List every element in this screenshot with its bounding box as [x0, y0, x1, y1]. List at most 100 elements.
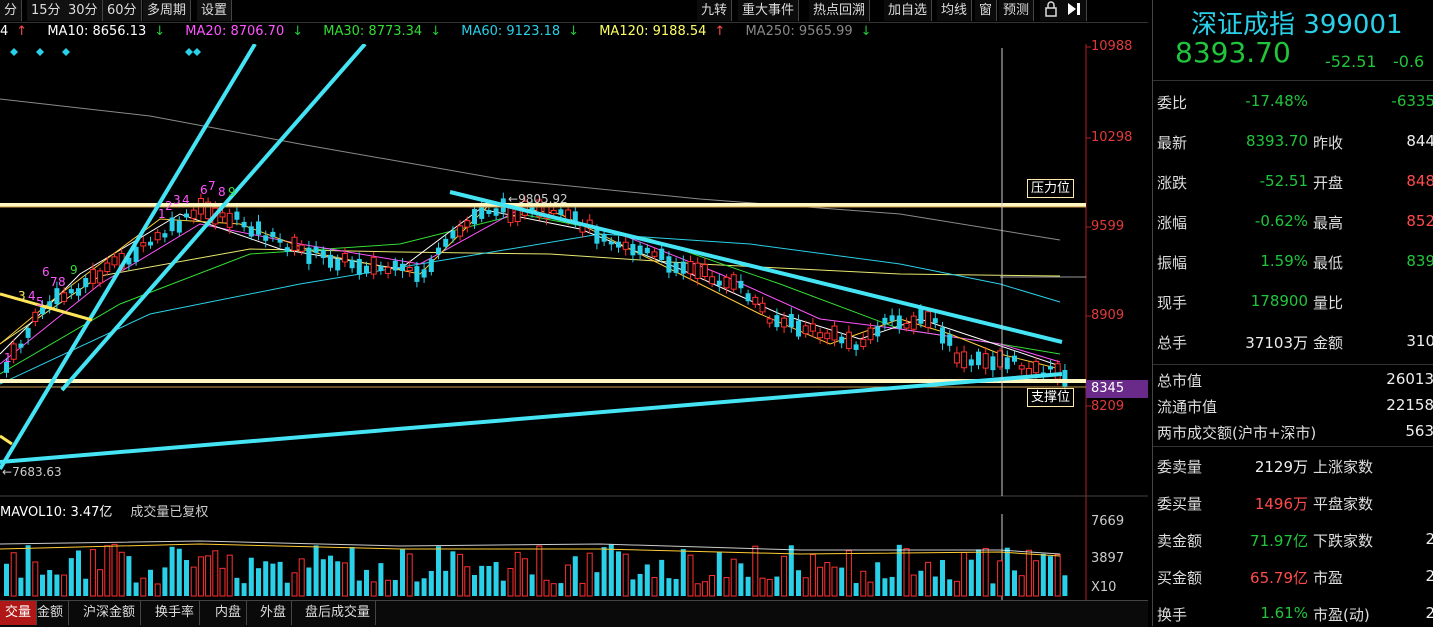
- quote-row: 卖金额 71.97亿 下跌家数 2: [1153, 524, 1433, 552]
- multi-period-button[interactable]: 多周期: [143, 0, 192, 21]
- svg-text:6: 6: [42, 265, 50, 279]
- period-tab-15min[interactable]: 15分: [27, 0, 66, 21]
- quote-row: 总手 37103万 金额 310: [1153, 326, 1433, 354]
- svg-text:9: 9: [228, 185, 236, 199]
- ma30-value: MA30: 8773.34 ↓: [323, 24, 442, 39]
- svg-text:6: 6: [200, 183, 208, 197]
- quote-label: 最新: [1157, 134, 1188, 152]
- volume-header: MAVOL10: 3.47亿 成交量已复权: [0, 505, 209, 520]
- price-axis-label: 8909: [1091, 308, 1125, 323]
- quote-label: 现手: [1157, 294, 1188, 312]
- ma-button[interactable]: 均线: [937, 0, 973, 21]
- quote-value: -52.51: [1259, 172, 1308, 190]
- quote-label: 换手: [1157, 606, 1188, 624]
- event-markers: [10, 48, 201, 56]
- change-percent: -0.6: [1393, 52, 1425, 71]
- quote-value: 1496万: [1254, 495, 1308, 513]
- period-tab-partial[interactable]: 分: [0, 0, 23, 21]
- tab-amount[interactable]: 金额: [32, 601, 70, 625]
- quote-value: 844: [1406, 132, 1433, 150]
- quote-label: 昨收: [1313, 134, 1344, 152]
- quote-row: 委比 -17.48% -6335: [1153, 86, 1433, 114]
- svg-text:7: 7: [208, 179, 216, 193]
- quote-label: 委比: [1157, 94, 1188, 112]
- svg-text:4: 4: [28, 289, 36, 303]
- quote-value: 2129万: [1254, 458, 1308, 476]
- window-button[interactable]: 窗: [975, 0, 998, 21]
- quote-label: 上涨家数: [1313, 458, 1374, 476]
- price-axis-label: 10298: [1091, 130, 1133, 145]
- quote-value: -0.62%: [1254, 212, 1308, 230]
- quote-value: 852: [1406, 212, 1433, 230]
- tab-after-hours-volume[interactable]: 盘后成交量: [300, 601, 377, 625]
- ma20-value: MA20: 8706.70 ↓: [185, 24, 304, 39]
- ma120-value: MA120: 9188.54 ↑: [599, 24, 726, 39]
- forecast-button[interactable]: 预测: [999, 0, 1035, 21]
- svg-text:8: 8: [58, 275, 66, 289]
- svg-text:1: 1: [4, 351, 12, 365]
- quote-value: -6335: [1391, 92, 1433, 110]
- quote-value: 71.97亿: [1250, 532, 1308, 550]
- resistance-tag: 压力位: [1027, 179, 1075, 198]
- index-title: 深证成指 399001: [1191, 10, 1403, 40]
- volume-axis-unit: X10: [1091, 580, 1117, 595]
- quote-label: 平盘家数: [1313, 495, 1374, 513]
- quote-value: 1.59%: [1260, 252, 1308, 270]
- svg-text:9: 9: [70, 263, 78, 277]
- period-tab-60min[interactable]: 60分: [103, 0, 142, 21]
- tab-volume[interactable]: 交量: [0, 601, 38, 625]
- quote-label: 委卖量: [1157, 458, 1203, 476]
- quote-label: 卖金额: [1157, 532, 1203, 550]
- quote-value: 848: [1406, 172, 1433, 190]
- volume-bars: [4, 543, 1068, 597]
- high-price-label: ←9805.92: [508, 192, 568, 206]
- quote-value: 839: [1406, 252, 1433, 270]
- collapse-panel-icon[interactable]: [1062, 0, 1087, 21]
- add-watchlist-button[interactable]: 加自选: [884, 0, 933, 21]
- quote-row: 委买量 1496万 平盘家数: [1153, 487, 1433, 515]
- svg-text:1: 1: [158, 207, 166, 221]
- quote-row: 买金额 65.79亿 市盈 2: [1153, 561, 1433, 589]
- quote-label: 市盈: [1313, 569, 1344, 587]
- quote-label: 两市成交额(沪市+深市): [1157, 424, 1317, 442]
- low-price-label: ←7683.63: [2, 465, 62, 479]
- major-events-button[interactable]: 重大事件: [738, 0, 800, 21]
- settings-button[interactable]: 设置: [197, 0, 233, 21]
- quote-row: 涨跌 -52.51 开盘 848: [1153, 166, 1433, 194]
- quote-label: 振幅: [1157, 254, 1188, 272]
- quote-value: 26013: [1386, 370, 1433, 388]
- quote-value: 22158: [1386, 396, 1433, 414]
- trend-lines: [0, 44, 1063, 471]
- nine-turn-button[interactable]: 九转: [697, 0, 733, 21]
- tab-inner[interactable]: 内盘: [210, 601, 248, 625]
- svg-text:2: 2: [165, 199, 173, 213]
- quote-value: 310: [1406, 332, 1433, 350]
- quote-label: 最低: [1313, 254, 1344, 272]
- quote-row: 涨幅 -0.62% 最高 852: [1153, 206, 1433, 234]
- quote-label: 开盘: [1313, 174, 1344, 192]
- quote-label: 量比: [1313, 294, 1344, 312]
- quote-label: 市盈(动): [1313, 606, 1370, 624]
- change-value: -52.51: [1325, 52, 1377, 71]
- ma5-value: 4 ↑: [0, 24, 28, 39]
- volume-axis-label: 3897: [1091, 551, 1125, 566]
- quote-label: 买金额: [1157, 569, 1203, 587]
- quote-value: 1.61%: [1260, 604, 1308, 622]
- ma-legend: 4 ↑ MA10: 8656.13 ↓ MA20: 8706.70 ↓ MA30: 8…: [0, 24, 888, 44]
- period-tab-30min[interactable]: 30分: [64, 0, 103, 21]
- hotspot-review-button[interactable]: 热点回溯: [809, 0, 871, 21]
- lock-icon[interactable]: [1040, 0, 1063, 21]
- volume-axis-label: 7669: [1091, 514, 1125, 529]
- tab-turnover[interactable]: 换手率: [150, 601, 201, 625]
- quote-label: 涨跌: [1157, 174, 1188, 192]
- quote-row: 两市成交额(沪市+深市) 563: [1153, 416, 1433, 444]
- quote-value: 8393.70: [1245, 132, 1308, 150]
- current-price-axis-label: 8345: [1091, 381, 1125, 396]
- quote-panel: 深证成指 399001 8393.70 -52.51 -0.6 委比 -17.48…: [1152, 0, 1433, 626]
- quote-label: 流通市值: [1157, 398, 1218, 416]
- svg-text:3: 3: [173, 193, 181, 207]
- tab-hs-amount[interactable]: 沪深金额: [78, 601, 142, 625]
- tab-outer[interactable]: 外盘: [255, 601, 293, 625]
- ma10-value: MA10: 8656.13 ↓: [47, 24, 166, 39]
